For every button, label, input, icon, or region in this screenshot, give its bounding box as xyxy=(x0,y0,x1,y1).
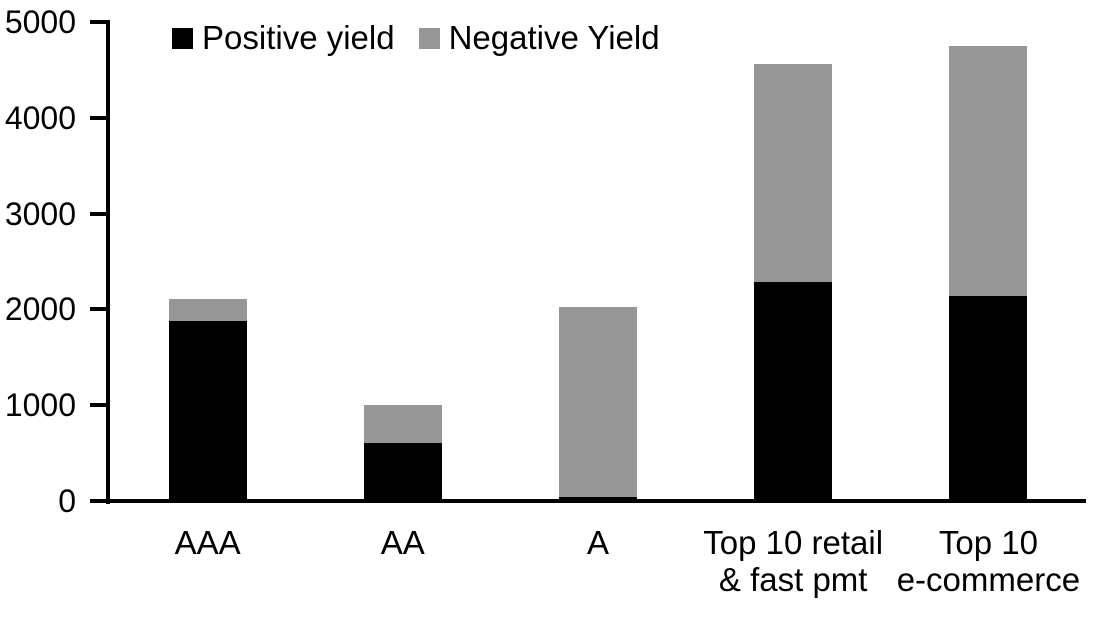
y-axis-tick-label: 5000 xyxy=(4,4,76,40)
legend-item-positive-yield: Positive yield xyxy=(172,16,395,60)
y-axis-tick xyxy=(90,307,110,312)
chart-legend: Positive yield Negative Yield xyxy=(172,16,660,60)
x-axis-line xyxy=(106,499,1086,503)
bar-aaa-negative-segment xyxy=(168,298,247,321)
x-axis-label-top-10-retail-fast-pmt: Top 10 retail & fast pmt xyxy=(703,524,884,598)
y-axis-tick xyxy=(90,20,110,24)
y-axis-line xyxy=(106,20,110,504)
x-axis-label-aaa: AAA xyxy=(174,524,241,561)
y-axis-tick-label: 3000 xyxy=(4,195,76,232)
x-axis-label-a: A xyxy=(586,524,609,561)
legend-swatch-negative-yield-icon xyxy=(418,27,440,49)
legend-swatch-positive-yield-icon xyxy=(172,27,193,49)
bar-top-10-retail-fast-pmt-negative-segment xyxy=(754,64,833,282)
legend-item-negative-yield: Negative Yield xyxy=(418,16,660,60)
y-axis-tick-label: 0 xyxy=(58,483,76,519)
bar-aaa-positive-segment xyxy=(168,320,247,501)
y-axis-tick-label: 4000 xyxy=(4,99,76,136)
y-axis-tick xyxy=(90,499,110,503)
y-axis-tick-label: 1000 xyxy=(4,387,76,424)
bar-top-10-e-commerce-negative-segment xyxy=(949,45,1028,296)
bar-a-positive-segment xyxy=(559,497,637,501)
bar-top-10-e-commerce-positive-segment xyxy=(949,295,1028,501)
y-axis-tick xyxy=(90,403,110,408)
bar-aa-negative-segment xyxy=(363,405,442,443)
bar-a-negative-segment xyxy=(559,306,637,498)
bar-aa-positive-segment xyxy=(363,442,442,501)
bar-top-10-retail-fast-pmt-positive-segment xyxy=(754,281,833,501)
y-axis-tick-label: 2000 xyxy=(4,291,76,328)
y-axis-tick xyxy=(90,211,110,216)
legend-label-positive-yield: Positive yield xyxy=(202,19,395,56)
y-axis-tick xyxy=(90,115,110,120)
x-axis-label-top-10-e-commerce: Top 10 e-commerce xyxy=(896,524,1081,598)
legend-label-negative-yield: Negative Yield xyxy=(448,19,660,56)
x-axis-label-aa: AA xyxy=(380,524,425,561)
